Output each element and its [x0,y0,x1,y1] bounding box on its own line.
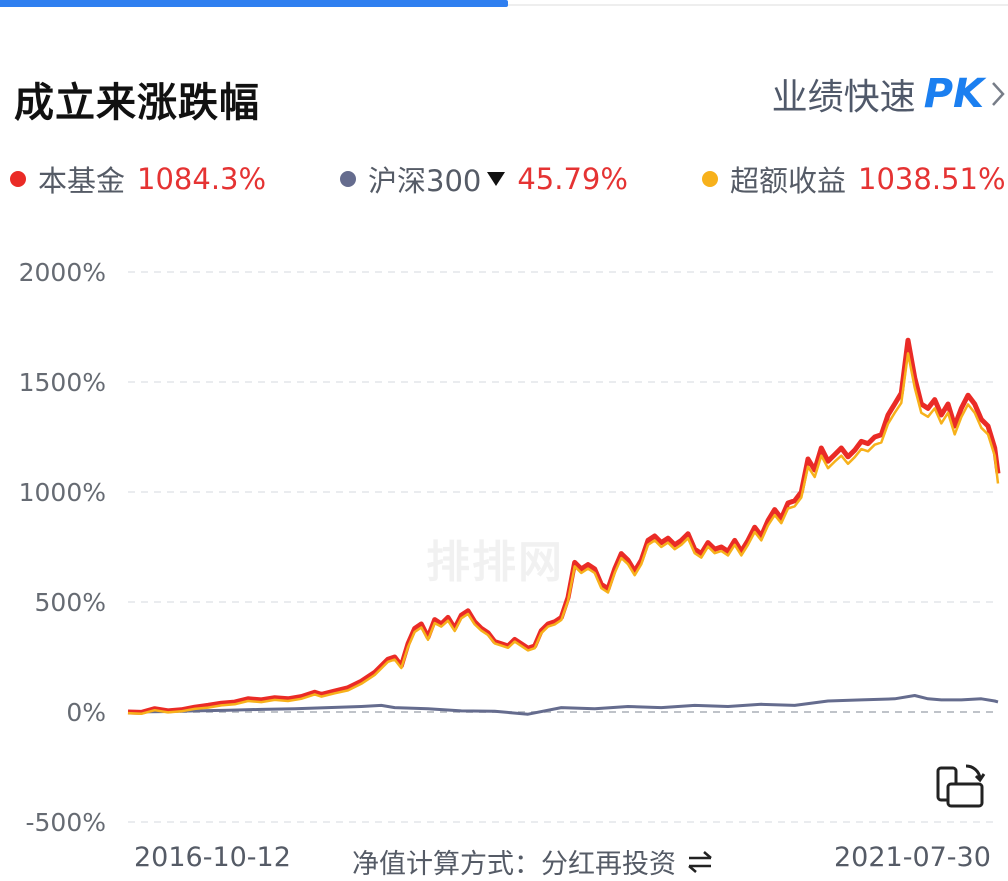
y-tick-label: -500% [26,808,107,837]
series-line-benchmark [127,694,999,716]
legend-value-fund: 1084.3% [137,162,267,196]
legend-name-excess: 超额收益 [730,164,847,198]
x-tick-end: 2021-07-30 [834,842,991,873]
y-tick-label: 2000% [19,258,106,287]
y-tick-label: 500% [35,588,106,617]
page-title: 成立来涨跌幅 [14,80,260,126]
return-chart: 2000% 1500% 1000% 500% 0% -500% [19,258,1001,837]
series-line-excess [127,352,1000,716]
tab-active-indicator [0,0,508,7]
performance-pk-link[interactable]: 业绩快速 PK [772,66,1006,122]
legend-value-benchmark: 45.79% [517,162,628,196]
series-line-fund [127,337,1001,715]
rotate-screen-icon[interactable] [934,762,986,810]
legend-dot-excess [702,171,718,187]
legend-item-benchmark[interactable]: 沪深300 45.79% [340,154,628,204]
pk-badge: PK [923,71,984,117]
chart-legend: 本基金 1084.3% 沪深300 45.79% 超额收益 1038.51% [0,154,1008,204]
y-tick-label: 1500% [19,368,106,397]
pk-link-label: 业绩快速 [771,77,916,118]
legend-dot-benchmark [340,171,356,187]
y-tick-label: 0% [66,698,106,727]
caret-down-icon[interactable] [487,172,506,186]
calc-method[interactable]: 净值计算方式：分红再投资 [352,842,714,881]
swap-icon [688,850,712,873]
legend-dot-fund [10,171,26,187]
legend-item-fund: 本基金 1084.3% [10,154,266,204]
chevron-right-icon [992,82,1005,106]
tab-indicator [0,0,1008,8]
legend-item-excess: 超额收益 1038.51% [702,154,1006,204]
y-tick-label: 1000% [19,478,106,507]
calc-method-label: 净值计算方式：分红再投资 [352,849,676,880]
watermark: 排排网 [426,537,564,588]
x-tick-start: 2016-10-12 [134,842,291,873]
legend-name-benchmark: 沪深300 [368,164,482,198]
legend-value-excess: 1038.51% [858,162,1006,196]
legend-name-fund: 本基金 [38,164,126,198]
